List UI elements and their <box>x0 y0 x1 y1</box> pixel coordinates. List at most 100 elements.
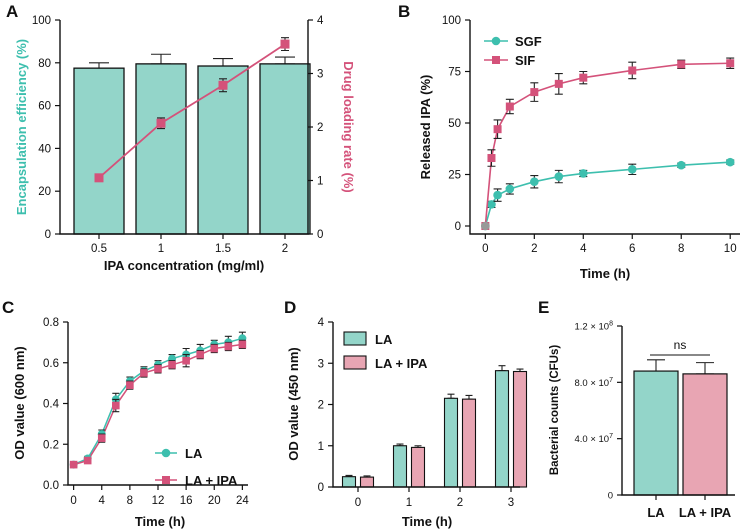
panel-a-bar <box>259 63 311 235</box>
panel-b-point-sif <box>493 125 502 134</box>
panel-a-bar <box>135 63 187 235</box>
panel-d-bar-error <box>498 365 506 372</box>
panel-b-point-sif <box>726 59 735 68</box>
panel-d-xlabel: Time (h) <box>402 514 452 529</box>
panel-e-ytick-label: 4.0 × 107 <box>574 433 613 445</box>
panel-c-point-la-ipa <box>140 369 148 377</box>
panel-b-xtick-label: 8 <box>678 243 684 255</box>
panel-a-y2tick-label: 4 <box>317 15 324 27</box>
panel-d-bar-la <box>443 397 459 488</box>
panel-c-point-la-ipa <box>168 360 176 369</box>
panel-e-bar-la-ipa <box>682 373 728 496</box>
panel-c-ytick-label: 0.0 <box>43 480 59 492</box>
panel-d-xtick-label: 0 <box>355 497 361 509</box>
panel-c-point-la-ipa <box>112 401 120 410</box>
legend-d-la-swatch <box>343 331 367 346</box>
panel-a-bar-error <box>275 56 295 65</box>
panel-b-ytick-label: 75 <box>448 67 461 79</box>
panel-d-bar-la <box>494 370 510 488</box>
panel-a-y2tick-label: 1 <box>317 176 323 188</box>
panel-a-y2label: Drug loading rate (%) <box>341 61 356 192</box>
panel-b-point-sgf <box>554 172 564 181</box>
panel-e-label: E <box>538 298 549 317</box>
panel-a-ytick-label: 100 <box>32 15 51 27</box>
panel-b-point-sgf <box>578 169 588 178</box>
panel-b-xtick-label: 4 <box>580 243 587 255</box>
legend-sgf-marker <box>491 36 501 46</box>
legend-la-label: LA <box>185 446 203 461</box>
panel-c-point-la-ipa <box>126 381 134 389</box>
panel-e-ytick-label: 8.0 × 107 <box>574 377 613 389</box>
panel-d-bar-la-ipa <box>461 398 477 488</box>
panel-c-ytick-label: 0.6 <box>43 358 59 370</box>
panel-c-point-la-ipa <box>224 342 233 351</box>
panel-e-ytick-label: 1.2 × 108 <box>574 321 613 333</box>
panel-a-point <box>280 39 290 49</box>
panel-d-ytick-label: 3 <box>318 358 324 370</box>
panel-a-y2tick-label: 2 <box>317 122 323 134</box>
panel-c-xlabel: Time (h) <box>135 514 185 529</box>
panel-e-ytick-exponent: 7 <box>609 433 613 440</box>
panel-b-point-sif <box>505 102 514 111</box>
panel-b-axes <box>469 20 740 235</box>
panel-a-point <box>156 118 166 128</box>
panel-b-ytick-label: 0 <box>455 221 461 233</box>
panel-c-xtick-label: 20 <box>208 495 221 507</box>
panel-a-ytick-label: 80 <box>38 58 51 70</box>
panel-c-xtick-label: 12 <box>152 495 165 507</box>
panel-b-point-sgf <box>725 157 735 167</box>
panel-b-xlabel: Time (h) <box>580 266 630 281</box>
panel-b-point-sgf <box>487 200 496 209</box>
panel-a-bar-error <box>89 62 109 69</box>
panel-e-bar-la <box>633 370 679 496</box>
panel-b-point-sgf <box>627 165 637 174</box>
panel-a-point <box>218 80 228 90</box>
panel-c-xtick-label: 8 <box>127 495 133 507</box>
panel-d-xtick-label: 1 <box>406 497 412 509</box>
panel-a-y2tick-label: 3 <box>317 69 323 81</box>
panel-b-ytick-label: 50 <box>448 118 461 130</box>
panel-e-ytick-exponent: 7 <box>609 377 613 384</box>
panel-d-bar-la-ipa <box>359 476 375 488</box>
panel-a-ytick-label: 40 <box>38 143 51 155</box>
panel-c: C 0.0 0.2 0.4 0.6 0.8 0 4 8 12 16 20 24 LA LA + IP… <box>2 298 249 529</box>
panel-c-ytick-label: 0.2 <box>43 439 59 451</box>
panel-e-ylabel: Bacterial counts (CFUs) <box>549 345 561 476</box>
panel-c-point-la-ipa <box>196 350 204 359</box>
panel-d-ylabel: OD value (450 nm) <box>286 347 301 460</box>
panel-c-point-la-ipa <box>83 456 92 465</box>
significance-label: ns <box>674 338 687 352</box>
panel-e-ytick-exponent: 8 <box>609 321 613 328</box>
panel-a-ylabel: Encapsulation efficiency (%) <box>14 39 29 215</box>
panel-e-ytick-label: 0 <box>608 491 613 502</box>
panel-d-bar-la <box>392 445 408 488</box>
panel-b-point-sgf <box>676 160 686 170</box>
panel-a-y2tick-label: 0 <box>317 229 323 241</box>
panel-b-ylabel: Released IPA (%) <box>418 75 433 180</box>
panel-b-point-sgf <box>493 190 502 200</box>
panel-b-line-sgf <box>484 161 731 227</box>
panel-e-xtick-label: LA <box>647 505 665 520</box>
panel-b-xtick-label: 2 <box>531 243 537 255</box>
panel-b-origin-point <box>481 221 490 231</box>
panel-d: D 0 1 2 3 4 0 1 2 3 LA LA + IPA Time (h) OD val… <box>284 298 528 529</box>
panel-e-bar-error <box>647 359 665 372</box>
legend-d-la-label: LA <box>375 332 393 347</box>
panel-c-xtick-label: 16 <box>180 495 193 507</box>
panel-a-xtick-label: 0.5 <box>91 243 107 255</box>
panel-c-xtick-label: 4 <box>99 495 106 507</box>
legend-la-marker <box>161 448 171 458</box>
panel-d-bar-la-ipa <box>512 370 528 488</box>
panel-b-point-sgf <box>530 177 539 187</box>
legend-la-ipa-label: LA + IPA <box>185 473 238 488</box>
panel-d-legend: LA LA + IPA <box>343 331 428 371</box>
legend-d-la-ipa-label: LA + IPA <box>375 356 428 371</box>
panel-a-xtick-label: 2 <box>282 243 288 255</box>
panel-d-axes <box>332 322 520 488</box>
panel-a-point <box>94 173 104 183</box>
panel-b-ytick-label: 100 <box>442 15 461 27</box>
panel-b-point-sgf <box>505 184 515 194</box>
panel-c-point-la-ipa <box>182 356 190 365</box>
panel-e-xtick-label: LA + IPA <box>679 505 732 520</box>
